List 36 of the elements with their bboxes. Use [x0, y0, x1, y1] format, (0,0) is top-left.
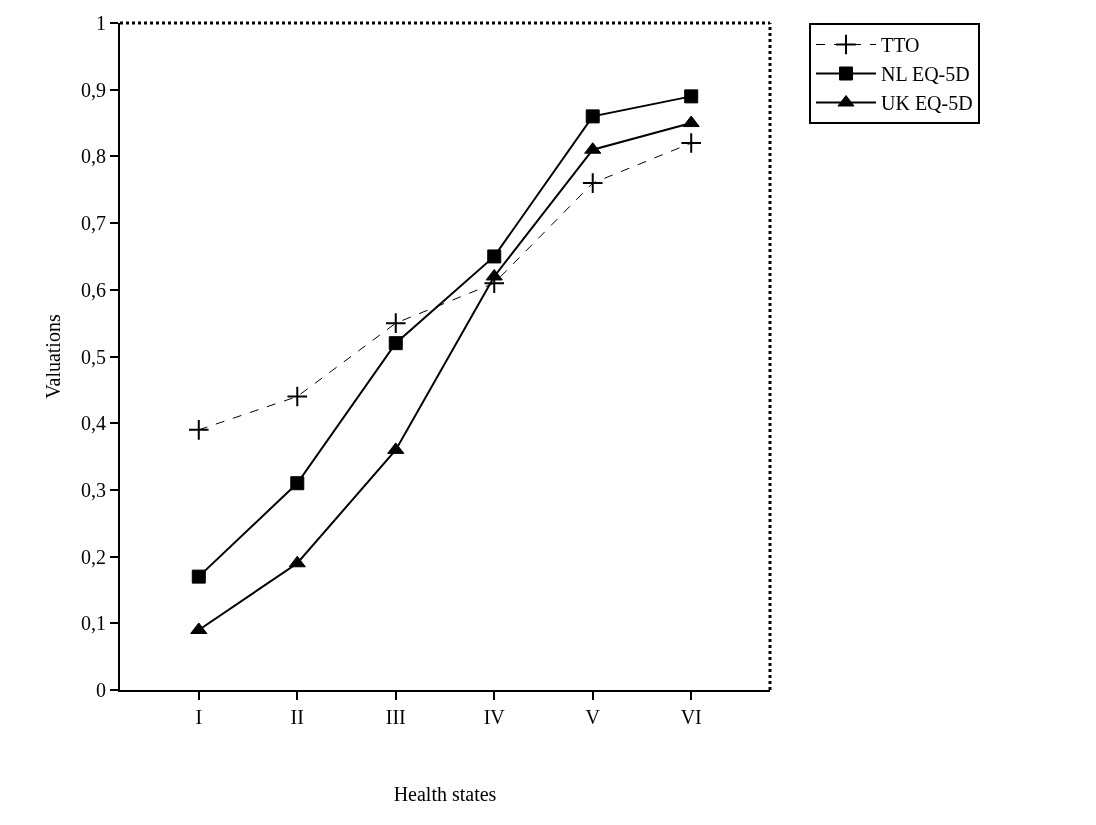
- point: [290, 476, 305, 491]
- point: [684, 89, 699, 104]
- x-tick-label: III: [385, 706, 406, 728]
- point: [682, 115, 700, 128]
- point: [384, 312, 407, 334]
- point: [487, 249, 502, 264]
- point: [680, 132, 703, 154]
- x-tick-label: II: [290, 706, 304, 728]
- y-axis-title: Valuations: [42, 314, 64, 399]
- point: [288, 555, 306, 568]
- point: [485, 268, 503, 281]
- x-tick-label: VI: [680, 706, 702, 728]
- y-tick-label: 0,4: [81, 412, 106, 435]
- x-axis-title: Health states: [393, 783, 497, 805]
- y-tick-label: 0,3: [81, 478, 106, 501]
- legend-label: NL EQ-5D: [881, 63, 970, 86]
- x-tick-label: I: [195, 706, 203, 728]
- legend-label: TTO: [881, 34, 920, 57]
- y-tick-label: 0,8: [81, 145, 106, 168]
- legend-label: UK EQ-5D: [881, 92, 973, 115]
- y-tick-label: 0,1: [81, 612, 106, 635]
- x-tick-label: IV: [483, 706, 506, 728]
- y-tick-label: 0,2: [81, 545, 106, 568]
- point: [286, 385, 309, 408]
- point: [581, 172, 604, 194]
- x-tick-label: V: [585, 706, 601, 728]
- y-tick-label: 0,7: [81, 212, 106, 235]
- point: [388, 336, 403, 351]
- y-tick-label: 0,9: [81, 78, 106, 101]
- y-tick-label: 1: [96, 12, 106, 34]
- y-tick-label: 0,6: [81, 278, 106, 301]
- point: [191, 569, 206, 584]
- y-tick-label: 0,5: [81, 345, 106, 368]
- point: [187, 419, 210, 441]
- point: [585, 109, 600, 124]
- y-tick-label: 0: [96, 679, 106, 701]
